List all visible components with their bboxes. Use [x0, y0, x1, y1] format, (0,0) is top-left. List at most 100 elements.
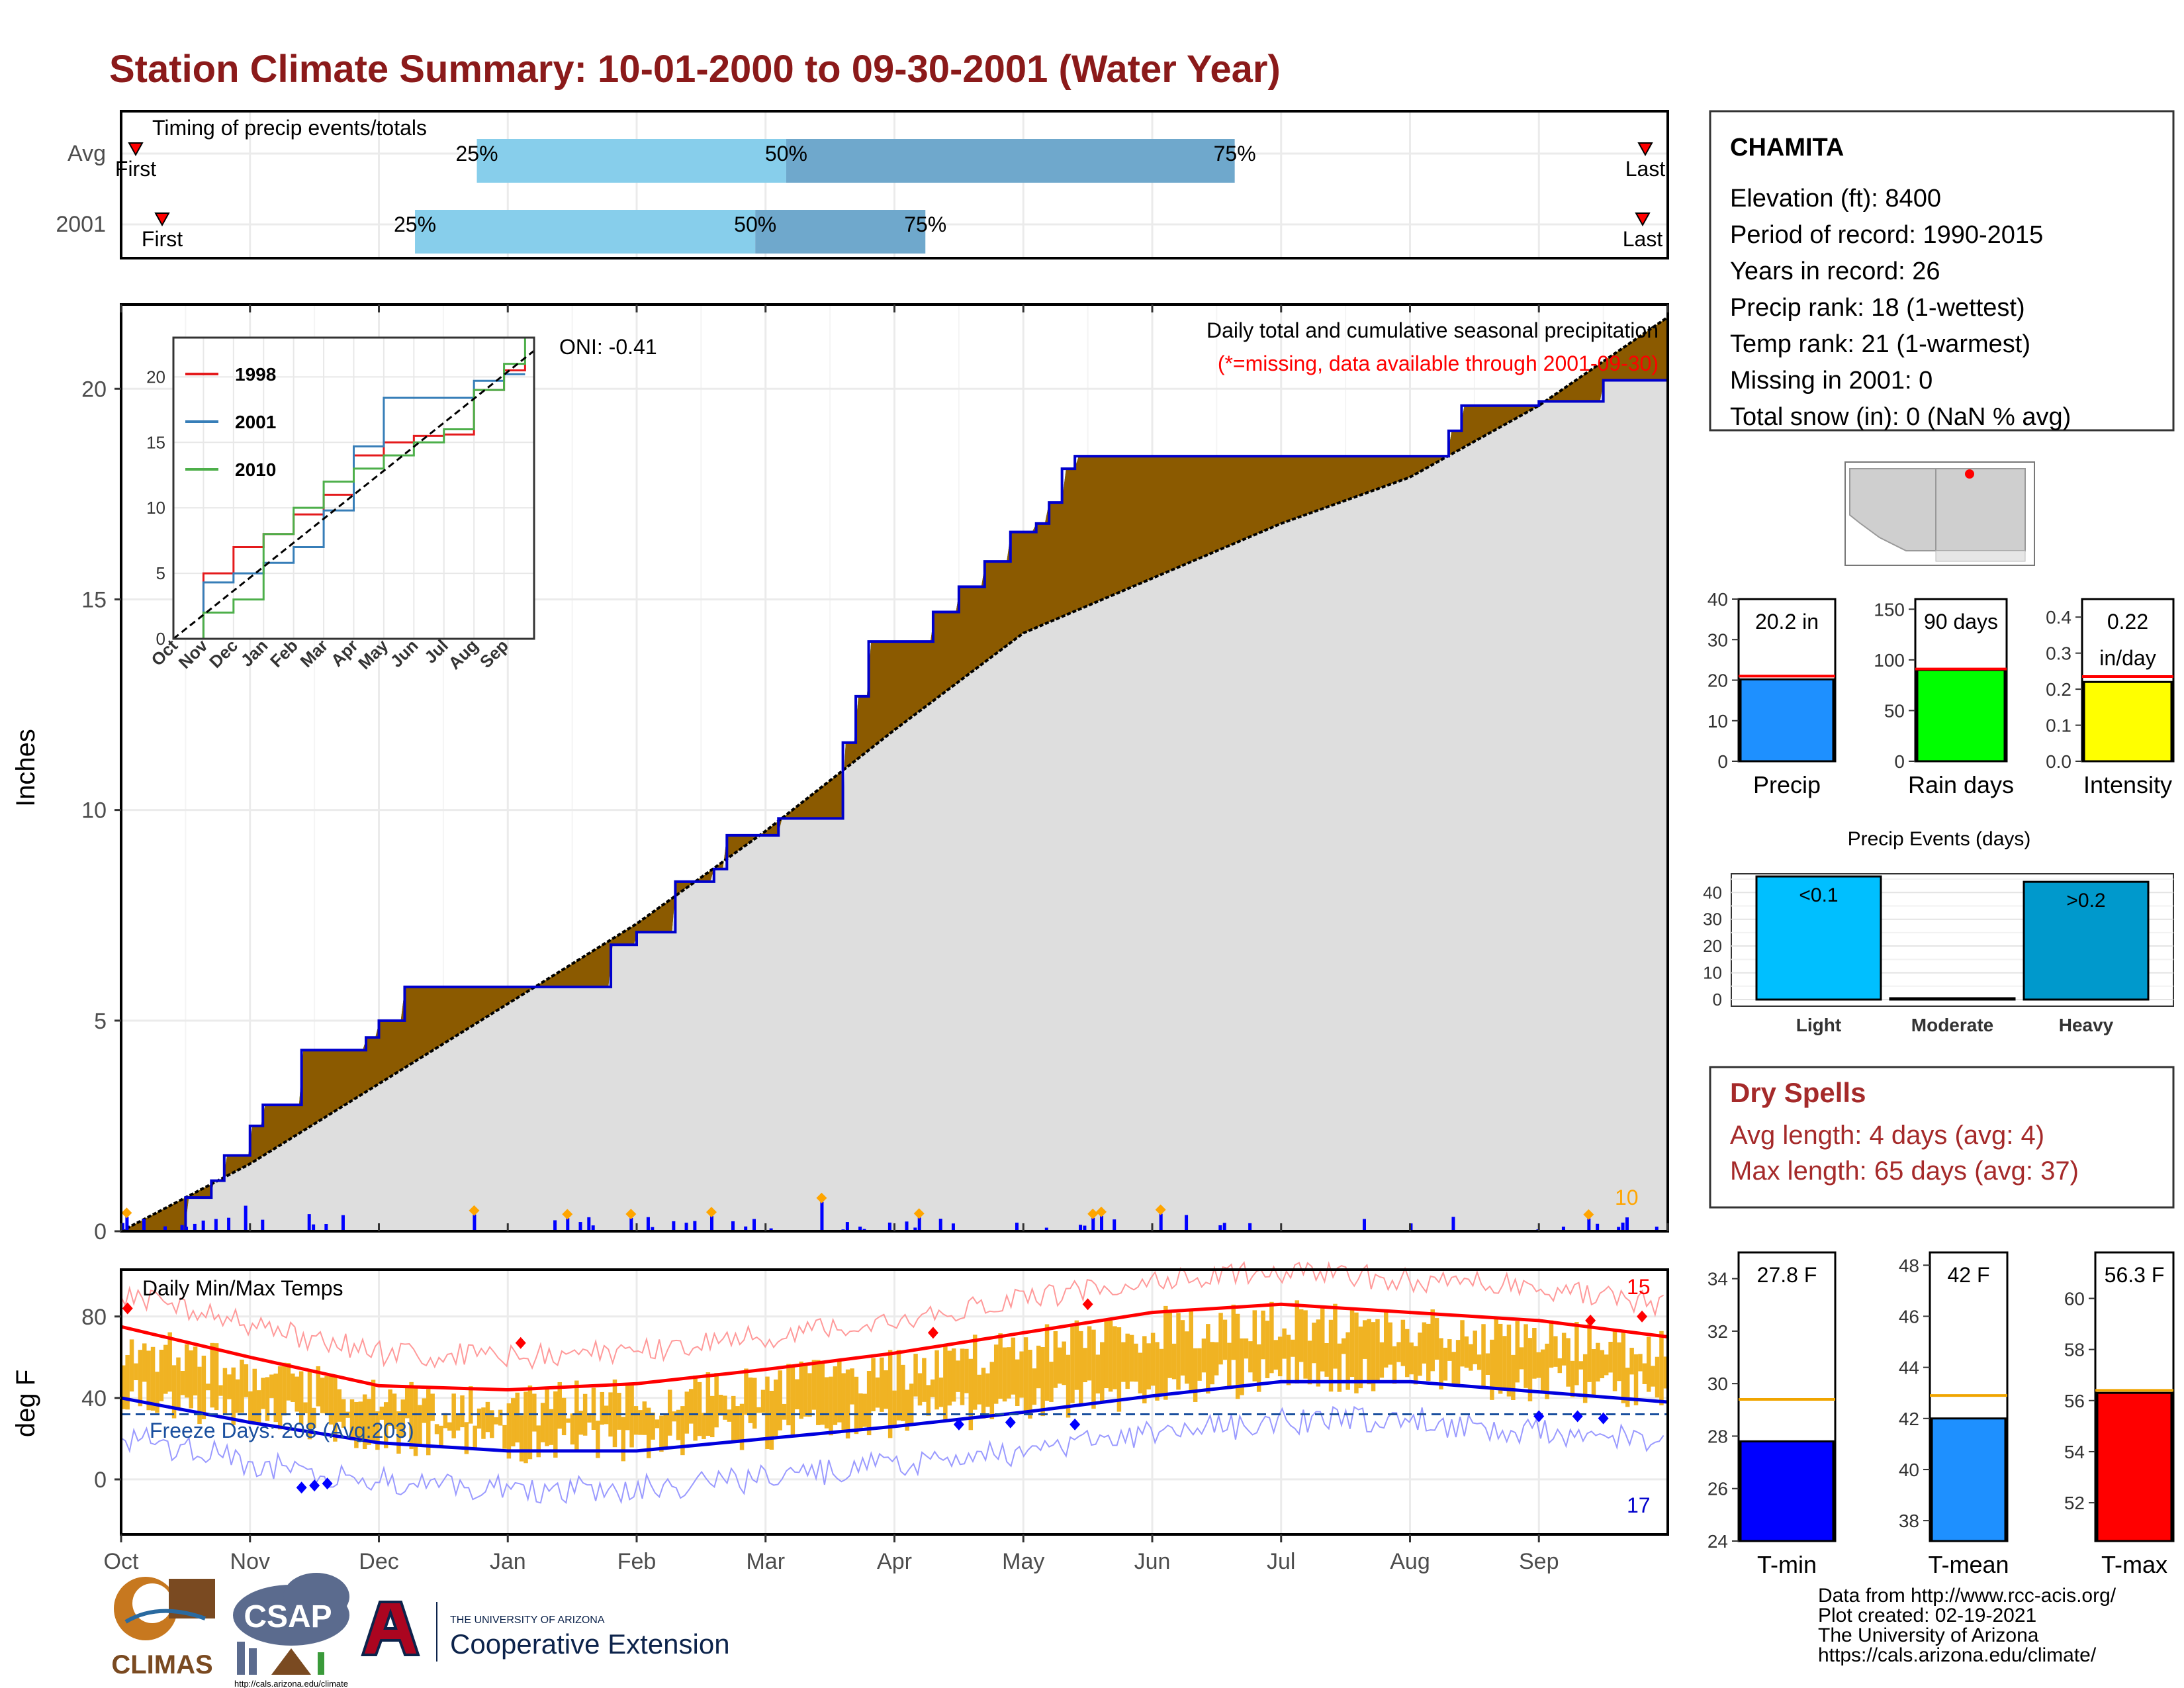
- daily-temp-range: [880, 1357, 884, 1412]
- daily-temp-range: [943, 1344, 948, 1421]
- daily-precip-bar: [651, 1227, 655, 1231]
- daily-precip-bar: [1100, 1215, 1104, 1231]
- daily-temp-range: [727, 1409, 732, 1422]
- snow-marker: [1096, 1206, 1107, 1217]
- daily-temp-range: [1349, 1309, 1355, 1378]
- month-label: Nov: [230, 1549, 270, 1574]
- daily-temp-range: [718, 1395, 723, 1416]
- daily-temp-range: [1557, 1358, 1563, 1374]
- temp-summary-tick-label: 38: [1899, 1511, 1919, 1531]
- daily-temp-range: [1070, 1327, 1075, 1403]
- daily-precip-bar: [1185, 1215, 1189, 1231]
- daily-temp-range: [485, 1401, 490, 1432]
- daily-temp-range: [163, 1344, 168, 1394]
- precip-y-axis-label: Inches: [11, 729, 40, 807]
- daily-temp-range: [269, 1374, 274, 1398]
- station-line: Total snow (in): 0 (NaN % avg): [1730, 403, 2071, 431]
- daily-temp-range: [642, 1401, 647, 1435]
- mini-chart-tick-label: 0.3: [2046, 643, 2071, 664]
- daily-temp-range: [748, 1377, 753, 1423]
- daily-temp-range: [375, 1411, 380, 1450]
- temp-summary-tick-label: 44: [1899, 1358, 1919, 1378]
- daily-temp-range: [1155, 1342, 1160, 1401]
- station-line: Temp rank: 21 (1-warmest): [1730, 330, 2030, 358]
- daily-temp-range: [672, 1411, 676, 1422]
- daily-temp-range: [277, 1366, 283, 1430]
- timing-pct-label: 25%: [455, 142, 498, 165]
- daily-temp-range: [1091, 1329, 1096, 1409]
- daily-temp-range: [684, 1391, 690, 1434]
- precip-ytick-label: 10: [81, 798, 107, 823]
- ua-small-text: THE UNIVERSITY OF ARIZONA: [450, 1615, 605, 1626]
- record-low-marker: [1598, 1412, 1609, 1425]
- mini-chart-value: 0.22: [2107, 610, 2148, 633]
- daily-temp-range: [676, 1409, 681, 1440]
- temp-summary-tick-label: 28: [1707, 1426, 1728, 1446]
- daily-temp-range: [1388, 1322, 1392, 1365]
- snow-marker: [705, 1207, 717, 1218]
- daily-temp-range: [506, 1403, 512, 1459]
- daily-temp-range: [1011, 1337, 1016, 1395]
- daily-temp-range: [1138, 1352, 1143, 1393]
- last-marker-icon: [1637, 142, 1653, 157]
- daily-temp-range: [1113, 1326, 1117, 1389]
- daily-temp-range: [197, 1366, 202, 1425]
- daily-temp-range: [244, 1364, 249, 1397]
- precip-events-chart: Precip Events (days) 0 10 20 30 40 <0.1 Light M…: [1703, 828, 2174, 1035]
- daily-temp-range: [1176, 1313, 1181, 1390]
- daily-temp-range: [884, 1370, 888, 1409]
- daily-temp-range: [451, 1393, 456, 1438]
- daily-temp-range: [866, 1371, 872, 1436]
- dry-spells-frame: [1709, 1066, 2175, 1209]
- daily-temp-range: [659, 1415, 664, 1452]
- daily-precip-bar: [214, 1219, 218, 1231]
- daily-temp-range: [1396, 1342, 1401, 1362]
- month-label: May: [1002, 1549, 1044, 1574]
- daily-temp-range: [752, 1378, 757, 1429]
- daily-temp-range: [702, 1413, 706, 1439]
- mini-chart-tick-label: 0.1: [2046, 716, 2071, 736]
- inset-ytick-label: 5: [156, 563, 165, 583]
- daily-temp-range: [820, 1361, 825, 1425]
- daily-temp-range: [1193, 1348, 1198, 1402]
- mini-chart-tick-label: 150: [1874, 599, 1905, 620]
- daily-temp-range: [1612, 1330, 1617, 1391]
- daily-temp-range: [1320, 1305, 1325, 1372]
- daily-temp-range: [744, 1368, 749, 1415]
- daily-temp-range: [1180, 1320, 1185, 1376]
- temp-summary-tick-label: 30: [1707, 1374, 1728, 1394]
- temp-lo-count: 17: [1627, 1493, 1651, 1517]
- daily-temp-range: [206, 1383, 210, 1391]
- daily-temp-range: [291, 1373, 295, 1402]
- daily-temp-range: [578, 1411, 583, 1435]
- inset-ytick-label: 0: [156, 629, 165, 649]
- daily-temp-range: [816, 1360, 821, 1425]
- daily-temp-range: [1481, 1324, 1486, 1387]
- daily-precip-bar: [1587, 1218, 1591, 1231]
- daily-precip-bar: [591, 1225, 595, 1231]
- daily-precip-bar: [1083, 1225, 1087, 1231]
- daily-temp-range: [845, 1369, 850, 1439]
- daily-temp-range: [1447, 1339, 1452, 1361]
- temp-summary-bar: [1739, 1440, 1835, 1542]
- daily-temp-range: [222, 1368, 228, 1415]
- daily-temp-range: [1608, 1342, 1613, 1373]
- daily-precip-bar: [709, 1216, 713, 1231]
- daily-temp-range: [1062, 1341, 1066, 1385]
- credit-line: The University of Arizona: [1818, 1624, 2039, 1646]
- daily-precip-bar: [905, 1221, 909, 1231]
- daily-precip-bar: [1625, 1217, 1629, 1231]
- record-high-marker: [1637, 1310, 1648, 1323]
- daily-temp-range: [1049, 1362, 1054, 1402]
- daily-precip-bar: [858, 1226, 862, 1231]
- daily-precip-bar: [1617, 1227, 1621, 1231]
- daily-temp-range: [298, 1371, 304, 1425]
- record-high-marker: [1585, 1314, 1596, 1327]
- daily-temp-range: [1409, 1342, 1414, 1375]
- daily-temp-range: [574, 1380, 579, 1452]
- daily-temp-range: [176, 1357, 181, 1408]
- daily-temp-range: [1222, 1319, 1228, 1360]
- daily-precip-bar: [820, 1201, 824, 1231]
- daily-temp-range: [1269, 1301, 1274, 1374]
- daily-temp-range: [367, 1399, 371, 1445]
